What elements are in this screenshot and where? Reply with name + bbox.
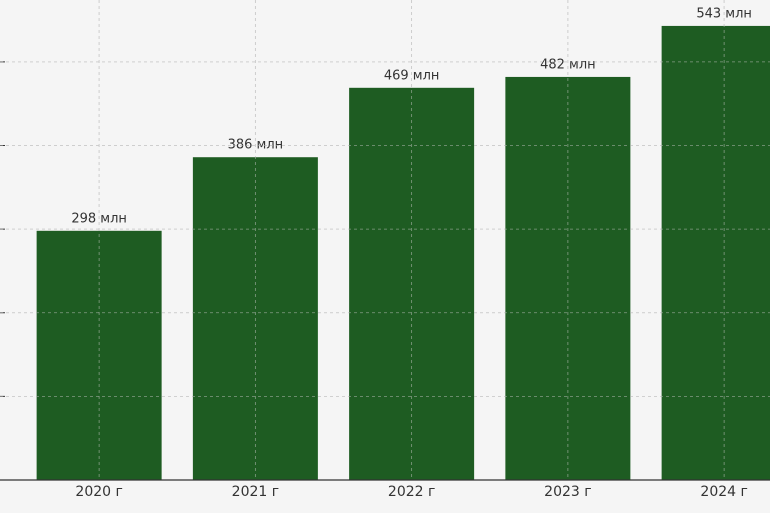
x-tick-label: 2021 г xyxy=(232,484,279,500)
x-tick-label: 2023 г xyxy=(544,484,591,500)
x-tick-label: 2024 г xyxy=(700,484,747,500)
value-label: 482 млн xyxy=(540,57,596,72)
value-label: 469 млн xyxy=(384,68,440,83)
x-tick-label: 2020 г xyxy=(75,484,122,500)
x-tick-label: 2022 г xyxy=(388,484,435,500)
bar xyxy=(661,25,770,481)
